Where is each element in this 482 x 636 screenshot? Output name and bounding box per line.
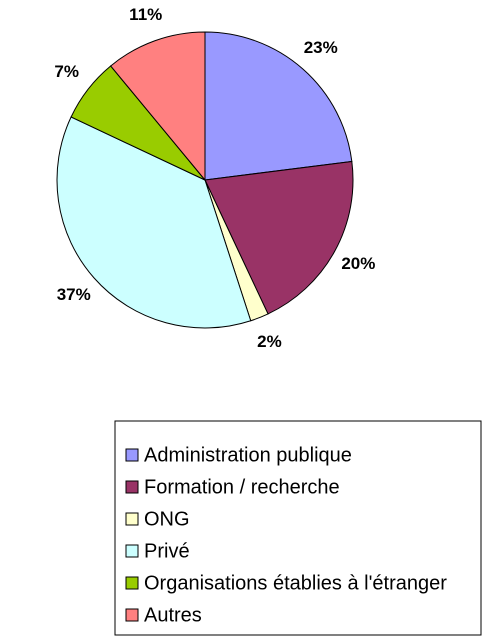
legend-label: Administration publique [144,444,352,466]
data-label: 7% [54,62,79,81]
data-label: 11% [129,5,162,24]
legend-swatch [125,512,139,526]
data-label: 37% [57,285,91,304]
data-label: 2% [257,332,282,351]
data-label: 23% [304,38,338,57]
legend-swatch [125,480,139,494]
legend-swatch [125,576,139,590]
legend-label: ONG [144,508,190,530]
legend-label: Privé [144,540,190,562]
data-label: 20% [341,254,375,273]
legend-box [114,420,482,636]
pie-slice [109,31,206,182]
legend-swatch [125,448,139,462]
legend-label: Organisations établies à l'étranger [144,572,447,594]
pie-slice [204,31,353,181]
pie-slice [56,116,252,329]
legend-swatch [125,544,139,558]
pie-slice [204,160,354,315]
legend-label: Autres [144,604,202,626]
legend-swatch [125,608,139,622]
legend-label: Formation / recherche [144,476,340,498]
